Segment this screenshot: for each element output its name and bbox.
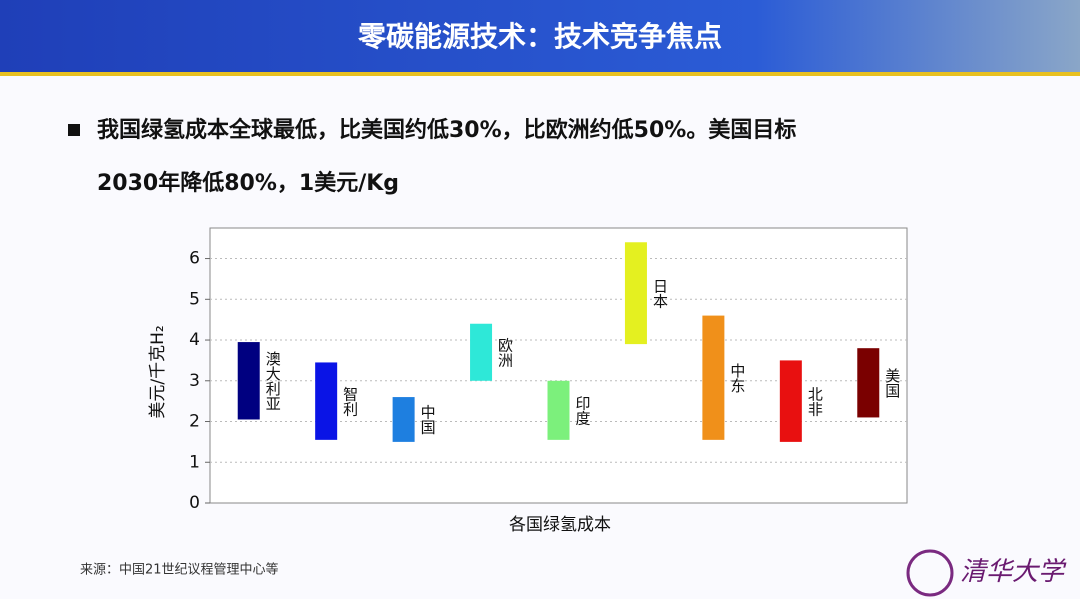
bullet-text: 我国绿氢成本全球最低，比美国约低30%，比欧洲约低50%。美国目标 <box>97 117 796 143</box>
y-tick-label: 1 <box>189 452 200 472</box>
y-tick-label: 4 <box>189 330 200 350</box>
source-note: 来源：中国21世纪议程管理中心等 <box>80 562 279 578</box>
category-label: 北非 <box>806 386 824 416</box>
y-tick-label: 2 <box>189 412 200 432</box>
y-tick-label: 3 <box>189 371 200 391</box>
bullet-text: 2030年降低80%，1美元/Kg <box>97 170 399 196</box>
x-axis-label: 各国绿氢成本 <box>509 515 611 535</box>
category-label: 智利 <box>341 385 359 416</box>
y-axis-label: 美元/千克H₂ <box>148 325 168 418</box>
y-tick-label: 5 <box>189 289 200 309</box>
category-label: 美国 <box>883 368 901 398</box>
bar <box>779 360 802 442</box>
category-label: 中国 <box>419 404 437 434</box>
plot-area <box>209 227 908 504</box>
logo-text: 清华大学 <box>960 557 1067 587</box>
header-rule <box>0 72 1080 76</box>
category-label: 中东 <box>728 363 746 393</box>
bar <box>857 348 880 418</box>
bar <box>624 242 647 345</box>
category-label: 日本 <box>651 278 669 308</box>
bar <box>547 380 570 440</box>
bar <box>315 362 338 440</box>
y-tick-label: 0 <box>189 493 200 513</box>
y-tick-label: 6 <box>189 249 200 269</box>
slide-title: 零碳能源技术：技术竞争焦点 <box>358 20 722 53</box>
category-label: 澳大利亚 <box>264 351 282 411</box>
bar <box>470 323 493 381</box>
bar <box>237 342 260 420</box>
logo-seal <box>906 549 954 597</box>
bullet-marker <box>68 124 80 136</box>
bar <box>702 315 725 440</box>
header-band <box>0 0 1080 72</box>
category-label: 欧洲 <box>496 337 514 367</box>
bar <box>392 397 415 442</box>
category-label: 印度 <box>574 395 592 425</box>
